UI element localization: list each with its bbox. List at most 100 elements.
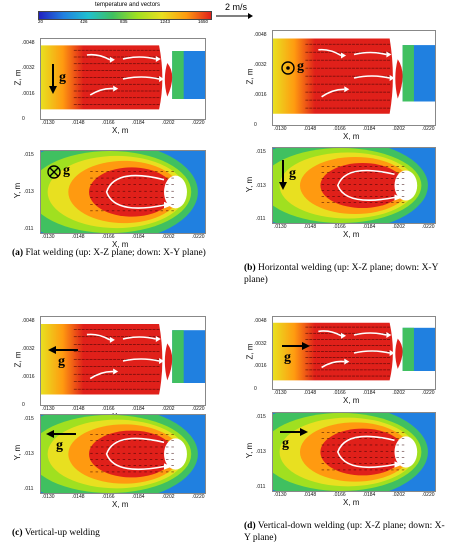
arc-zone xyxy=(164,175,187,209)
panel-letter: (b) xyxy=(244,263,256,273)
flow-arrow-head xyxy=(155,56,161,62)
x-tick-label: .0220 xyxy=(192,234,205,240)
xy-temperature-field xyxy=(273,413,428,491)
gravity-indicator-xy xyxy=(278,158,312,192)
gravity-indicator-xy xyxy=(278,424,312,458)
xy-temperature-field xyxy=(41,151,198,233)
y-tick-label: .015 xyxy=(24,416,34,422)
x-tick-label: .0202 xyxy=(162,234,175,240)
x-tick-label: .0202 xyxy=(162,406,175,412)
x-tick-label: .0202 xyxy=(392,390,405,396)
x-tick-label: .0130 xyxy=(274,390,287,396)
gravity-label: g xyxy=(63,163,70,179)
flow-arrow-head xyxy=(113,85,119,92)
z-tick-label: .0048 xyxy=(22,318,35,324)
panel-caption-text: Vertical-down welding (up: X-Z plane; do… xyxy=(244,521,445,543)
z-axis-label: Z, m xyxy=(245,343,255,360)
x-axis-label: X, m xyxy=(112,126,129,135)
gravity-arrow-icon xyxy=(49,64,57,94)
x-tick-label: .0184 xyxy=(362,224,376,230)
xz-plane-plot xyxy=(40,316,206,406)
flow-arrow xyxy=(122,76,160,80)
flow-arrow xyxy=(353,51,387,56)
flow-arrow-head xyxy=(164,201,173,209)
flow-arrow-head xyxy=(109,336,115,343)
x-tick-label: .0202 xyxy=(392,492,405,498)
y-axis-label: Y, m xyxy=(13,444,23,461)
y-tick-label: .013 xyxy=(256,449,266,455)
arc-zone xyxy=(164,438,187,470)
x-tick-label: .0184 xyxy=(362,390,376,396)
arc-zone xyxy=(394,170,418,201)
x-tick-label: .0220 xyxy=(422,224,435,230)
z-tick-label: .0048 xyxy=(22,40,35,46)
flow-arrow xyxy=(86,333,111,341)
x-tick-label: .0130 xyxy=(274,126,287,132)
z-tick-label: .0032 xyxy=(254,340,267,347)
x-tick-label: .0130 xyxy=(42,120,55,126)
x-axis-label: X, m xyxy=(343,396,360,405)
y-axis-label: Y, m xyxy=(13,182,23,199)
xy-plane-plot xyxy=(40,414,206,494)
panel-caption: (d) Vertical-down welding (up: X-Z plane… xyxy=(244,520,446,544)
x-tick-label: .0184 xyxy=(132,234,145,240)
flow-arrow xyxy=(336,169,395,201)
x-tick-label: .0220 xyxy=(192,406,205,412)
flow-arrow-head xyxy=(386,51,392,58)
xz-plane-plot xyxy=(272,30,436,126)
x-tick-label: .0166 xyxy=(102,120,115,126)
xy-plane-plot xyxy=(40,150,206,234)
y-tick-label: .015 xyxy=(256,414,266,420)
flow-arrow xyxy=(105,174,165,209)
z-tick-label: 0 xyxy=(22,402,25,408)
velocity-scale-label: 2 m/s xyxy=(225,2,248,12)
x-tick-label: .0184 xyxy=(132,406,145,412)
z-axis-label: Z, m xyxy=(13,351,23,368)
x-tick-label: .0166 xyxy=(333,126,346,132)
flow-arrow-head xyxy=(159,358,165,364)
gravity-arrow-icon xyxy=(46,429,76,438)
arc-zone xyxy=(395,338,403,369)
gravity-label: g xyxy=(297,59,304,75)
flow-arrow xyxy=(86,53,111,61)
flow-arrow xyxy=(318,48,342,57)
flow-arrow xyxy=(105,437,165,471)
arc-zone xyxy=(395,59,403,99)
flow-arrow-head xyxy=(159,76,165,82)
flow-arrow xyxy=(336,435,395,469)
legend-tick: 1243 xyxy=(160,19,171,24)
flow-arrow-head xyxy=(164,463,173,470)
z-tick-label: .0016 xyxy=(254,363,267,370)
x-tick-label: .0220 xyxy=(192,494,205,500)
flow-arrow-head xyxy=(386,332,392,338)
x-tick-label: .0184 xyxy=(362,492,376,498)
xz-temperature-field xyxy=(273,322,435,381)
flow-arrow-head xyxy=(341,332,347,339)
x-tick-label: .0130 xyxy=(42,494,55,500)
gravity-indicator-xz xyxy=(48,342,82,376)
x-tick-label: .0220 xyxy=(422,492,435,498)
panel-caption-text: Horizontal welding (up: X-Z plane; down:… xyxy=(244,263,439,285)
flow-arrow-head xyxy=(109,56,115,63)
x-tick-label: .0148 xyxy=(303,390,317,396)
flow-arrow xyxy=(353,75,390,79)
color-legend-bar xyxy=(38,11,212,20)
flow-arrow-head xyxy=(344,86,350,93)
panel-caption: (c) Vertical-up welding xyxy=(12,527,216,539)
z-tick-label: 0 xyxy=(254,386,257,392)
z-tick-label: .0032 xyxy=(254,62,267,68)
x-tick-label: .0220 xyxy=(192,120,205,126)
gravity-arrow-icon xyxy=(280,427,308,436)
z-tick-label: .0016 xyxy=(22,374,35,380)
legend-tick: 835 xyxy=(120,19,128,24)
gravity-indicator-xz xyxy=(48,62,82,96)
x-tick-label: .0148 xyxy=(303,126,317,132)
x-tick-label: .0184 xyxy=(132,120,145,126)
panel-caption: (b) Horizontal welding (up: X-Z plane; d… xyxy=(244,262,446,286)
gravity-label: g xyxy=(59,70,66,85)
gravity-indicator-xy xyxy=(46,162,80,196)
z-tick-label: .0016 xyxy=(22,90,35,97)
x-tick-label: .0148 xyxy=(303,492,317,498)
z-tick-label: .0032 xyxy=(22,346,35,352)
x-tick-label: .0130 xyxy=(42,234,55,240)
